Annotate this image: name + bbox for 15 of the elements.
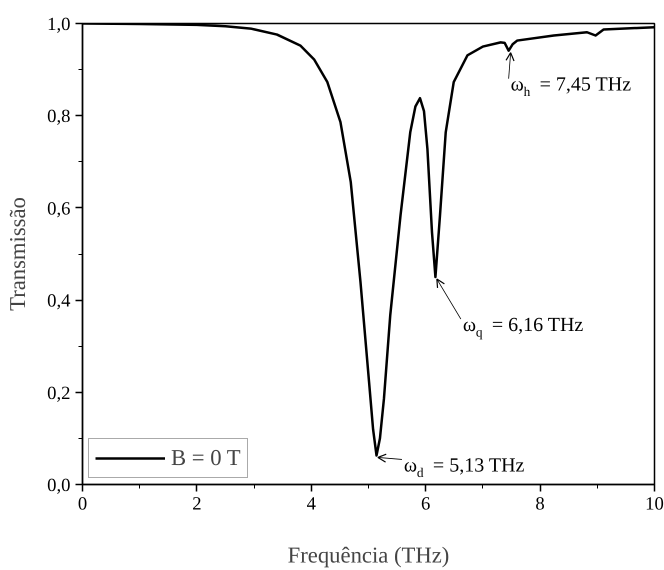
x-tick-label: 8 [535,494,545,514]
legend-label: B = 0 T [171,445,241,471]
x-axis-title: Frequência (THz) [288,542,450,568]
x-tick-label: 0 [78,494,88,514]
y-axis-title: Transmissão [5,197,30,311]
x-tick-label: 6 [421,494,430,514]
x-tick-label: 4 [306,494,317,514]
y-tick-label: 1,0 [47,14,71,35]
y-tick-label: 0,8 [47,106,71,128]
y-tick-label: 0,0 [47,475,71,496]
y-tick-label: 0,4 [47,290,72,312]
x-tick-label: 10 [645,494,664,514]
y-tick-label: 0,2 [47,382,71,404]
x-tick-label: 2 [192,494,202,514]
y-tick-label: 0,6 [47,198,71,220]
